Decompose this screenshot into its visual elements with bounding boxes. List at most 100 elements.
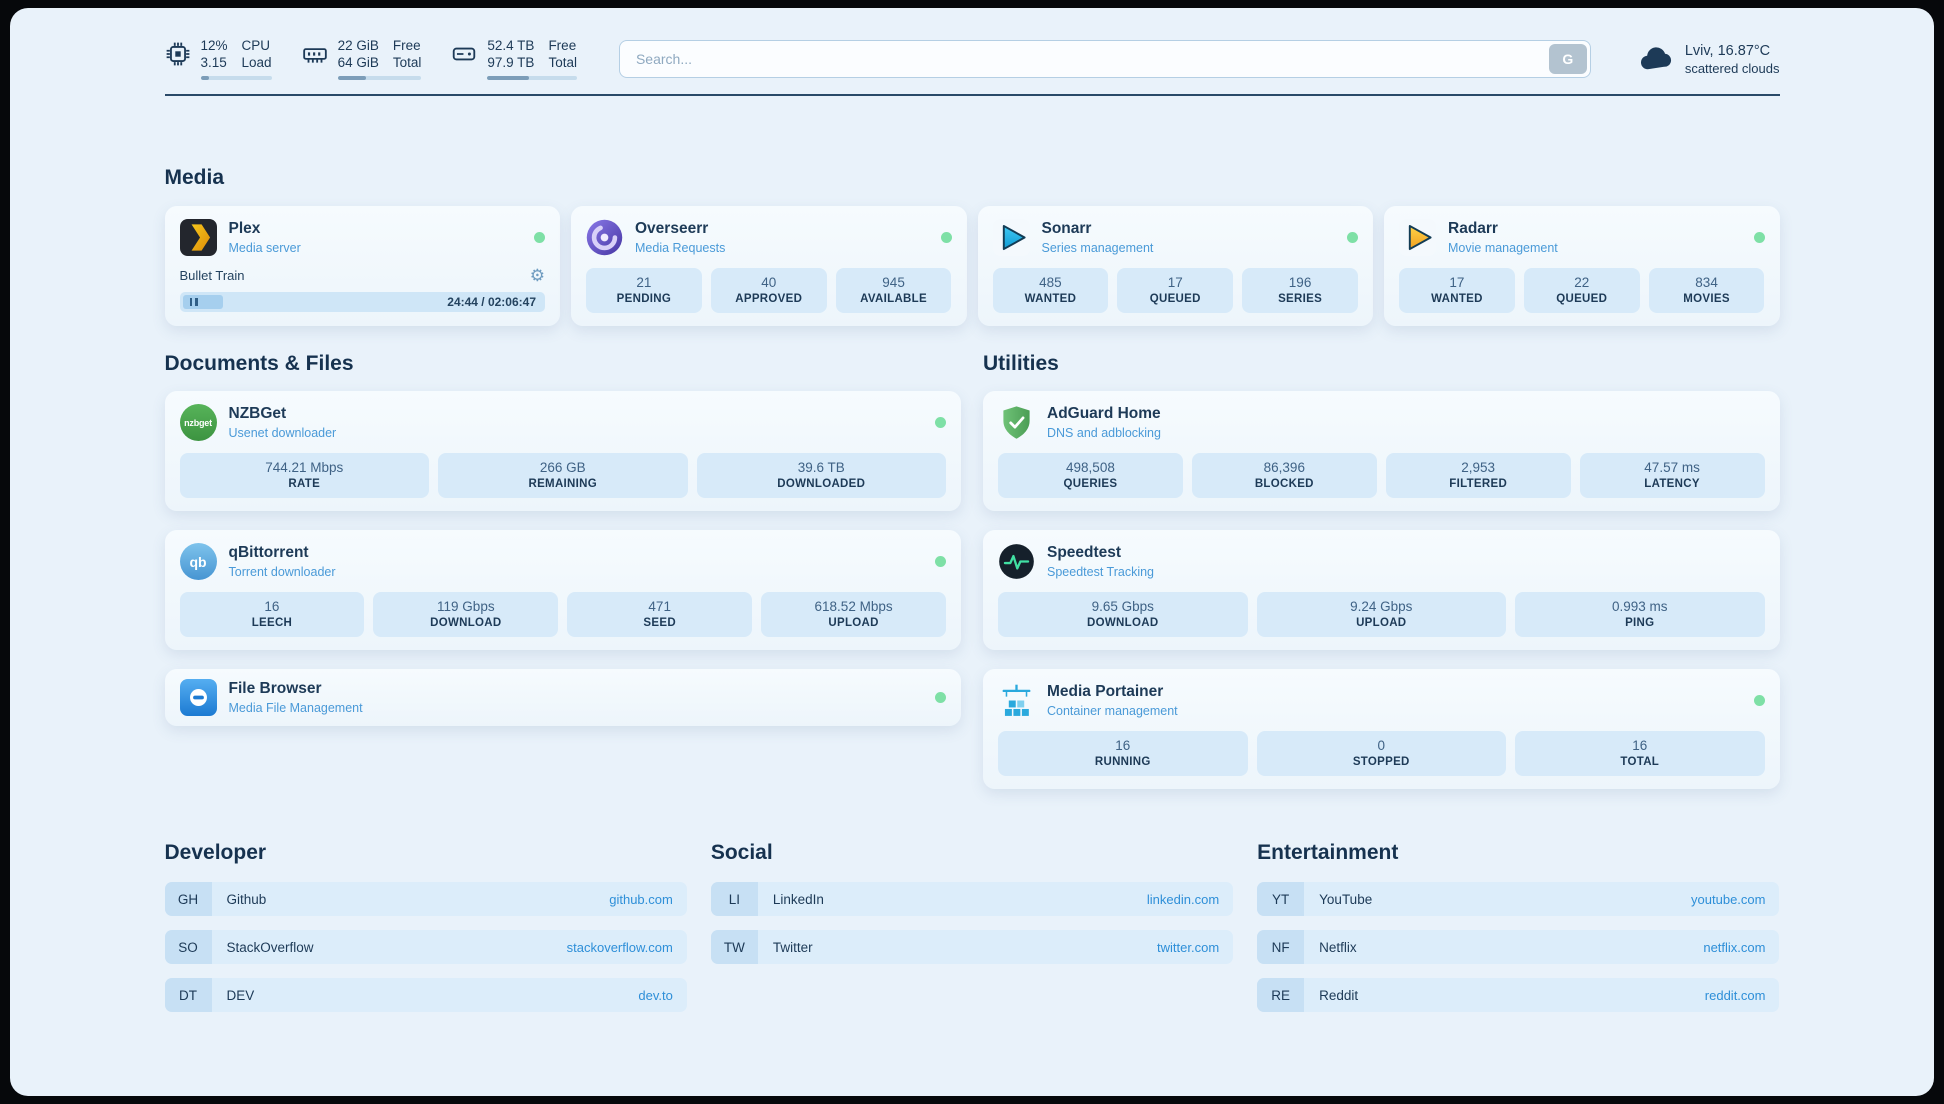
- service-card-filebrowser[interactable]: File Browser Media File Management: [164, 669, 961, 726]
- stat-label: TOTAL: [1620, 756, 1660, 768]
- stat-label: WANTED: [1024, 293, 1077, 305]
- disk-free-label: Free: [548, 38, 577, 53]
- service-card-nzbget[interactable]: nzbget NZBGet Usenet downloader 744.21 M…: [164, 391, 961, 511]
- dashboard-page: 12% CPU 3.15 Load: [10, 8, 1934, 1096]
- sonarr-icon: [992, 219, 1030, 256]
- bookmark-abbr: TW: [710, 930, 758, 964]
- nzbget-icon: nzbget: [179, 404, 217, 441]
- service-subtitle: Container management: [1047, 704, 1178, 718]
- cpu-usage-label: CPU: [241, 38, 271, 53]
- stat-value: 471: [648, 599, 671, 614]
- cpu-load-label: Load: [241, 55, 272, 70]
- bookmark-stackoverflow[interactable]: SO StackOverflow stackoverflow.com: [164, 930, 687, 964]
- bookmark-name: YouTube: [1319, 891, 1373, 907]
- bookmark-reddit[interactable]: RE Reddit reddit.com: [1257, 978, 1780, 1012]
- bookmark-abbr: SO: [164, 930, 212, 964]
- stat-box: 16 LEECH: [179, 592, 365, 637]
- stat-label: STOPPED: [1352, 756, 1410, 768]
- qbittorrent-icon: qb: [179, 543, 217, 580]
- stat-box: 485 WANTED: [992, 268, 1109, 313]
- bookmarks-developer: Developer GH Github github.com SO StackO…: [164, 841, 687, 1012]
- stat-value: 618.52 Mbps: [814, 599, 893, 614]
- stat-box: 618.52 Mbps UPLOAD: [761, 592, 946, 637]
- service-card-overseerr[interactable]: Overseerr Media Requests 21 PENDING 40 A…: [571, 206, 967, 326]
- cpu-progress-bar: [200, 76, 272, 80]
- service-title: Sonarr: [1041, 220, 1092, 237]
- stat-value: 266 GB: [539, 460, 586, 475]
- section-heading-developer: Developer: [164, 841, 267, 864]
- cpu-load-value: 3.15: [200, 55, 227, 70]
- memory-total-value: 64 GiB: [337, 55, 379, 70]
- service-card-sonarr[interactable]: Sonarr Series management 485 WANTED 17 Q…: [977, 206, 1373, 326]
- service-title: Media Portainer: [1047, 683, 1164, 700]
- stat-box: 834 MOVIES: [1648, 268, 1765, 313]
- search-input[interactable]: [618, 40, 1591, 78]
- bookmark-name: Netflix: [1319, 939, 1357, 955]
- player-progress-bar[interactable]: 24:44 / 02:06:47: [179, 292, 545, 312]
- section-documents: Documents & Files nzbget NZBGet Usenet d…: [164, 352, 961, 726]
- bookmark-name: Github: [226, 891, 267, 907]
- stat-value: 119 Gbps: [437, 599, 495, 614]
- radarr-icon: [1399, 219, 1436, 256]
- service-card-portainer[interactable]: Media Portainer Container management 16 …: [983, 669, 1780, 789]
- stat-box: 471 SEED: [567, 592, 753, 637]
- bookmark-github[interactable]: GH Github github.com: [164, 882, 687, 916]
- stat-label: DOWNLOADED: [777, 478, 866, 490]
- search-bar: G: [618, 40, 1591, 78]
- bookmark-twitter[interactable]: TW Twitter twitter.com: [710, 930, 1234, 964]
- service-card-speedtest[interactable]: Speedtest Speedtest Tracking 9.65 Gbps D…: [983, 530, 1780, 650]
- stat-label: RATE: [288, 478, 321, 490]
- qbittorrent-icon-text: qb: [189, 553, 207, 570]
- stat-box: 2,953 FILTERED: [1385, 453, 1571, 498]
- status-dot: [935, 692, 946, 703]
- service-card-adguard[interactable]: AdGuard Home DNS and adblocking 498,508 …: [983, 391, 1780, 511]
- service-card-plex[interactable]: Plex Media server Bullet Train ⚙ 24:44 /…: [164, 206, 560, 326]
- portainer-icon: [1002, 684, 1031, 716]
- overseerr-icon: [586, 219, 623, 256]
- search-button[interactable]: G: [1548, 44, 1587, 74]
- disk-free-value: 52.4 TB: [487, 38, 535, 53]
- service-subtitle: Media File Management: [228, 701, 363, 715]
- stat-box: 0.993 ms PING: [1515, 592, 1765, 637]
- section-heading-media: Media: [164, 166, 225, 189]
- stat-label: PENDING: [616, 293, 672, 305]
- disk-widget: 52.4 TB Free 97.9 TB Total: [451, 38, 577, 80]
- bookmark-dev[interactable]: DT DEV dev.to: [164, 978, 687, 1012]
- service-title: Radarr: [1448, 220, 1498, 237]
- stat-label: WANTED: [1431, 293, 1483, 305]
- bookmark-domain: dev.to: [638, 987, 673, 1003]
- stat-label: QUEUED: [1149, 293, 1201, 305]
- bookmark-abbr: GH: [164, 882, 212, 916]
- bookmark-linkedin[interactable]: LI LinkedIn linkedin.com: [710, 882, 1234, 916]
- service-subtitle: Media Requests: [635, 241, 726, 255]
- memory-icon: [302, 48, 327, 63]
- nzbget-icon-text: nzbget: [184, 417, 212, 428]
- adguard-icon: [1003, 406, 1030, 439]
- stat-label: AVAILABLE: [860, 293, 927, 305]
- bookmark-domain: stackoverflow.com: [566, 939, 673, 955]
- service-card-radarr[interactable]: Radarr Movie management 17 WANTED 22 QUE…: [1384, 206, 1780, 326]
- service-card-qbittorrent[interactable]: qb qBittorrent Torrent downloader 16 LEE…: [164, 530, 961, 650]
- stat-label: DOWNLOAD: [430, 617, 502, 629]
- section-heading-utilities: Utilities: [983, 352, 1059, 375]
- now-playing-title: Bullet Train: [179, 268, 245, 283]
- status-dot: [935, 556, 946, 567]
- section-utilities: Utilities AdGuard Home DNS and adb: [983, 352, 1780, 789]
- gear-icon[interactable]: ⚙: [529, 266, 545, 285]
- stat-label: PING: [1625, 617, 1655, 629]
- stat-value: 16: [1115, 738, 1131, 753]
- bookmark-abbr: NF: [1257, 930, 1305, 964]
- bookmark-abbr: YT: [1257, 882, 1305, 916]
- service-subtitle: Media server: [228, 241, 301, 255]
- stat-box: 266 GB REMAINING: [438, 453, 688, 498]
- service-subtitle: Usenet downloader: [228, 426, 337, 440]
- bookmark-netflix[interactable]: NF Netflix netflix.com: [1257, 930, 1780, 964]
- stat-box: 86,396 BLOCKED: [1191, 453, 1377, 498]
- bookmark-domain: linkedin.com: [1146, 891, 1220, 907]
- stat-box: 22 QUEUED: [1523, 268, 1640, 313]
- stat-value: 22: [1574, 275, 1590, 290]
- bookmark-youtube[interactable]: YT YouTube youtube.com: [1257, 882, 1780, 916]
- filebrowser-icon: [179, 679, 217, 716]
- pause-icon: [189, 298, 192, 306]
- stat-box: 9.24 Gbps UPLOAD: [1256, 592, 1506, 637]
